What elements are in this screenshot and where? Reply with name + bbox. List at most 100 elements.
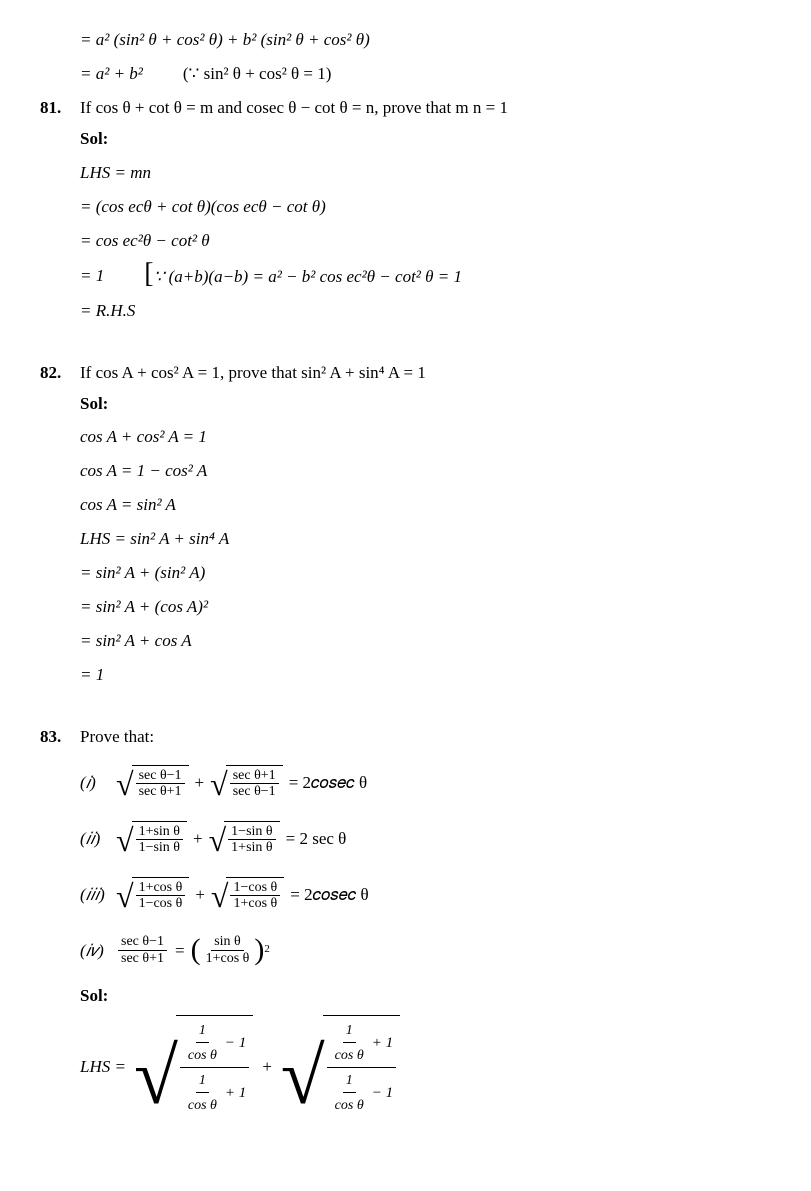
inner-frac: 1 cos θ <box>185 1068 220 1117</box>
frac-ii-a: 1+sin θ 1−sin θ <box>136 824 183 856</box>
problem-83-sol-label: Sol: <box>80 982 771 1009</box>
sqrt-body: 1 cos θ + 1 1 cos θ − 1 <box>323 1015 400 1117</box>
squared: 2 <box>264 941 270 959</box>
p83-i: (𝑖) √ sec θ−1 sec θ+1 + √ sec <box>80 758 771 806</box>
p83-lhs-line: LHS = √ 1 cos θ − 1 <box>80 1015 771 1117</box>
sqrt-body: 1−sin θ 1+sin θ <box>224 821 279 856</box>
p83-lhs: LHS = <box>80 1053 126 1080</box>
p81-l4-row: = 1 [∵ (a+b)(a−b) = a² − b² cos ec²θ − c… <box>80 260 771 290</box>
den: sec θ+1 <box>136 784 185 799</box>
sqrt-body: sec θ+1 sec θ−1 <box>226 765 283 800</box>
problem-81-sol-label: Sol: <box>80 125 771 152</box>
plus-sign: + <box>193 825 203 852</box>
num: 1 <box>196 1018 209 1043</box>
p81-l1: LHS = mn <box>80 158 771 186</box>
sqrt-body: sec θ−1 sec θ+1 <box>132 765 189 800</box>
problem-83-statement: Prove that: <box>80 723 771 750</box>
num: 1 cos θ + 1 <box>327 1018 396 1068</box>
p81-l4-note: [∵ (a+b)(a−b) = a² − b² cos ec²θ − cot² … <box>144 260 462 290</box>
intro-block: = a² (sin² θ + cos² θ) + b² (sin² θ + co… <box>80 26 771 88</box>
p83-i-rhs: = 2𝑐𝑜𝑠𝑒𝑐 θ <box>289 769 367 796</box>
p83-i-label: (𝑖) <box>80 769 116 796</box>
p82-l8: = 1 <box>80 661 771 689</box>
p82-l6: = sin² A + (cos A)² <box>80 593 771 621</box>
paren-frac-iv: ( sin θ 1+cos θ ) 2 <box>191 934 270 966</box>
p82-l2: cos A = 1 − cos² A <box>80 457 771 485</box>
plus-sign: + <box>261 1053 272 1080</box>
num: sin θ <box>211 934 244 950</box>
den: cos θ <box>185 1043 220 1067</box>
plus-sign: + <box>195 769 205 796</box>
den: cos θ <box>332 1043 367 1067</box>
left-paren-icon: ( <box>191 935 201 965</box>
num: 1 <box>343 1018 356 1043</box>
sqrt-body: 1 cos θ − 1 1 cos θ + 1 <box>176 1015 253 1117</box>
frac-i-b: sec θ+1 sec θ−1 <box>230 768 279 800</box>
p82-l7: = sin² A + cos A <box>80 627 771 655</box>
p83-iii-rhs: = 2𝑐𝑜𝑠𝑒𝑐 θ <box>290 881 368 908</box>
sqrt-iii-b: √ 1−cos θ 1+cos θ <box>211 877 284 912</box>
num: 1+sin θ <box>136 824 183 840</box>
problem-81-header: 81. If cos θ + cot θ = m and cosec θ − c… <box>40 94 771 331</box>
den: cos θ <box>185 1093 220 1117</box>
intro-l1: = a² (sin² θ + cos² θ) + b² (sin² θ + co… <box>80 26 370 53</box>
num: 1−sin θ <box>228 824 275 840</box>
eq-sign: = <box>175 937 185 964</box>
problem-83: 83. Prove that: (𝑖) √ sec θ−1 sec θ+1 + <box>40 723 771 1123</box>
problem-82-sol-label: Sol: <box>80 390 771 417</box>
sqrt-i-b: √ sec θ+1 sec θ−1 <box>210 765 283 800</box>
sqrt-i-a: √ sec θ−1 sec θ+1 <box>116 765 189 800</box>
num: sec θ−1 <box>136 768 185 784</box>
problem-82: 82. If cos A + cos² A = 1, prove that si… <box>40 359 771 695</box>
frac-ii-b: 1−sin θ 1+sin θ <box>228 824 275 856</box>
intro-l2-left: = a² + b² <box>80 60 143 87</box>
p81-l4-note-text: ∵ (a+b)(a−b) = a² − b² cos ec²θ − cot² θ… <box>154 267 462 286</box>
problem-83-number: 83. <box>40 723 80 750</box>
problem-81-body: If cos θ + cot θ = m and cosec θ − cot θ… <box>80 94 771 331</box>
p83-iv: (𝑖𝑣) sec θ−1 sec θ+1 = ( sin θ 1+cos θ )… <box>80 926 771 974</box>
p82-l4: LHS = sin² A + sin⁴ A <box>80 525 771 553</box>
num: 1 <box>196 1068 209 1093</box>
p83-iii: (𝑖𝑖𝑖) √ 1+cos θ 1−cos θ + √ <box>80 870 771 918</box>
problem-82-statement: If cos A + cos² A = 1, prove that sin² A… <box>80 359 771 386</box>
den: 1+cos θ <box>230 896 280 911</box>
p81-l5: = R.H.S <box>80 297 771 325</box>
p82-l5: = sin² A + (sin² A) <box>80 559 771 587</box>
problem-83-header: 83. Prove that: (𝑖) √ sec θ−1 sec θ+1 + <box>40 723 771 1123</box>
den: 1+sin θ <box>228 840 275 855</box>
frac-iv-r: sin θ 1+cos θ <box>203 934 253 966</box>
den: 1 cos θ − 1 <box>327 1068 396 1117</box>
p83-iii-label: (𝑖𝑖𝑖) <box>80 881 116 908</box>
num: 1+cos θ <box>136 880 186 896</box>
inner-frac: 1 cos θ <box>332 1018 367 1067</box>
plus-one: + 1 <box>372 1035 393 1052</box>
problem-82-body: If cos A + cos² A = 1, prove that sin² A… <box>80 359 771 695</box>
problem-81-number: 81. <box>40 94 80 121</box>
frac-iii-b: 1−cos θ 1+cos θ <box>230 880 280 912</box>
num: 1 <box>343 1068 356 1093</box>
sqrt-body: 1−cos θ 1+cos θ <box>226 877 284 912</box>
inner-frac: 1 cos θ <box>332 1068 367 1117</box>
nested-frac-b: 1 cos θ + 1 1 cos θ − 1 <box>327 1018 396 1117</box>
inner-frac: 1 cos θ <box>185 1018 220 1067</box>
problem-81-statement: If cos θ + cot θ = m and cosec θ − cot θ… <box>80 94 771 121</box>
num: 1 cos θ − 1 <box>180 1018 249 1068</box>
p82-l1: cos A + cos² A = 1 <box>80 423 771 451</box>
p83-ii: (𝑖𝑖) √ 1+sin θ 1−sin θ + √ 1− <box>80 814 771 862</box>
plus-sign: + <box>195 881 205 908</box>
minus-one: − 1 <box>372 1085 393 1102</box>
sqrt-body: 1+cos θ 1−cos θ <box>132 877 190 912</box>
den: 1−sin θ <box>136 840 183 855</box>
sqrt-icon: √ <box>281 1037 325 1117</box>
num: sec θ−1 <box>118 934 167 950</box>
problem-82-header: 82. If cos A + cos² A = 1, prove that si… <box>40 359 771 695</box>
p81-l4: = 1 <box>80 262 104 289</box>
p81-l3: = cos ec²θ − cot² θ <box>80 226 771 254</box>
sqrt-ii-a: √ 1+sin θ 1−sin θ <box>116 821 187 856</box>
frac-i-a: sec θ−1 sec θ+1 <box>136 768 185 800</box>
frac-iv-l: sec θ−1 sec θ+1 <box>118 934 167 966</box>
problem-82-number: 82. <box>40 359 80 386</box>
den: 1−cos θ <box>136 896 186 911</box>
sqrt-icon: √ <box>134 1037 178 1117</box>
intro-l2-note: (∵ sin² θ + cos² θ = 1) <box>183 60 332 87</box>
